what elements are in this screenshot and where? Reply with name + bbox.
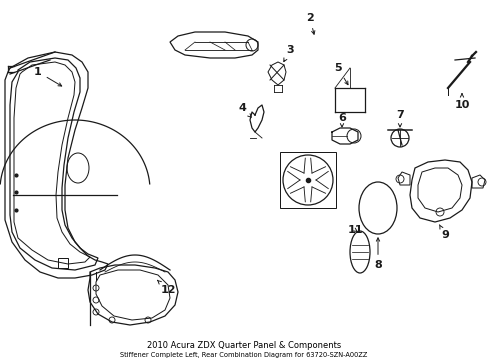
Text: 3: 3 bbox=[283, 45, 293, 62]
Text: 4: 4 bbox=[238, 103, 251, 117]
Text: 2010 Acura ZDX Quarter Panel & Components: 2010 Acura ZDX Quarter Panel & Component… bbox=[146, 341, 341, 350]
Text: 12: 12 bbox=[157, 280, 175, 295]
Text: 1: 1 bbox=[34, 67, 61, 86]
Text: 2: 2 bbox=[305, 13, 314, 34]
Text: 11: 11 bbox=[346, 225, 362, 235]
Text: 7: 7 bbox=[395, 110, 403, 127]
Text: 5: 5 bbox=[333, 63, 347, 85]
Text: Stiffener Complete Left, Rear Combination Diagram for 63720-SZN-A00ZZ: Stiffener Complete Left, Rear Combinatio… bbox=[120, 352, 367, 358]
Text: 10: 10 bbox=[453, 94, 469, 110]
Text: 6: 6 bbox=[337, 113, 345, 127]
Text: 9: 9 bbox=[439, 225, 448, 240]
Text: 8: 8 bbox=[373, 238, 381, 270]
